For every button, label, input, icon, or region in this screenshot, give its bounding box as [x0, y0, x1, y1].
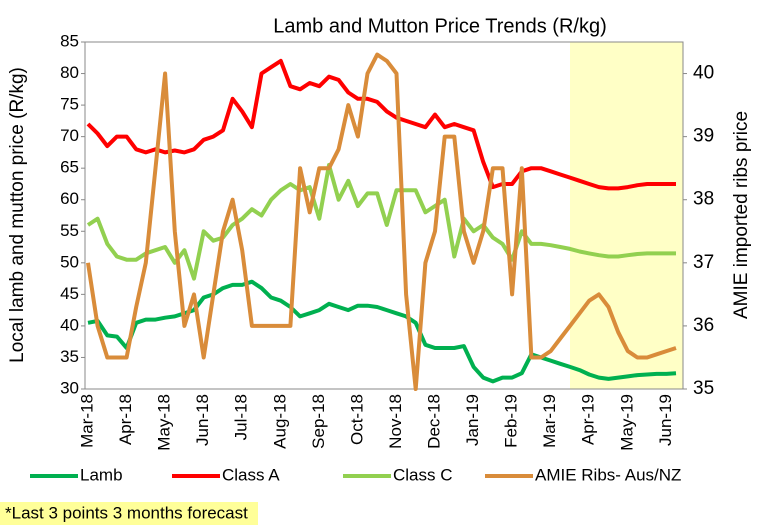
y-tick-label: 65 [60, 158, 79, 177]
legend-label: Class A [222, 465, 280, 484]
y2-tick-label: 35 [693, 378, 714, 399]
y2-axis-title: AMIE imported ribs price [731, 111, 752, 319]
x-tick-label: Jan-19 [463, 394, 482, 446]
x-tick-label: Apr-19 [579, 394, 598, 445]
legend-label: Lamb [80, 465, 123, 484]
x-tick-label: Nov-18 [386, 394, 405, 449]
series-line [86, 58, 676, 191]
y-tick-label: 85 [60, 31, 79, 50]
x-tick-label: Sep-18 [309, 394, 328, 449]
x-tick-label: Jun-18 [193, 394, 212, 446]
y-tick-label: 75 [60, 95, 79, 114]
x-tick-label: Mar-19 [540, 394, 559, 448]
y-axis-title: Local lamb and mutton price (R/kg) [7, 67, 28, 363]
y-tick-label: 55 [60, 221, 79, 240]
y-tick-label: 50 [60, 252, 79, 271]
x-tick-label: Aug-18 [270, 394, 289, 449]
x-tick-label: Oct-18 [347, 394, 366, 445]
y2-tick-label: 39 [693, 126, 714, 147]
y2-tick-label: 37 [693, 252, 714, 273]
note: *Last 3 points 3 months forecast [5, 503, 248, 522]
y2-tick-label: 38 [693, 189, 714, 210]
series-line [87, 279, 677, 384]
legend-label: AMIE Ribs- Aus/NZ [535, 465, 681, 484]
x-tick-label: Mar-18 [77, 394, 96, 448]
x-tick-label: Feb-19 [502, 394, 521, 448]
x-tick-label: May-19 [617, 394, 636, 451]
y-tick-label: 70 [60, 126, 79, 145]
x-tick-label: Jun-19 [656, 394, 675, 446]
y2-tick-label: 36 [693, 315, 714, 336]
y-tick-label: 80 [60, 63, 79, 82]
y-tick-label: 30 [60, 378, 79, 397]
forecast-shade [570, 42, 683, 389]
x-tick-label: Apr-18 [116, 394, 135, 445]
y-tick-label: 60 [60, 189, 79, 208]
series-line [86, 163, 676, 281]
x-tick-label: May-18 [155, 394, 174, 451]
plot-frame [84, 41, 684, 390]
y2-tick-label: 40 [693, 63, 714, 84]
x-tick-label: Dec-18 [425, 394, 444, 449]
series-line [86, 52, 677, 391]
y-tick-label: 40 [60, 315, 79, 334]
y-tick-label: 35 [60, 347, 79, 366]
note-bg [0, 502, 258, 525]
chart-title: Lamb and Mutton Price Trends (R/kg) [273, 15, 606, 37]
x-tick-label: Jul-18 [232, 394, 251, 440]
legend-label: Class C [393, 465, 453, 484]
y-tick-label: 45 [60, 284, 79, 303]
